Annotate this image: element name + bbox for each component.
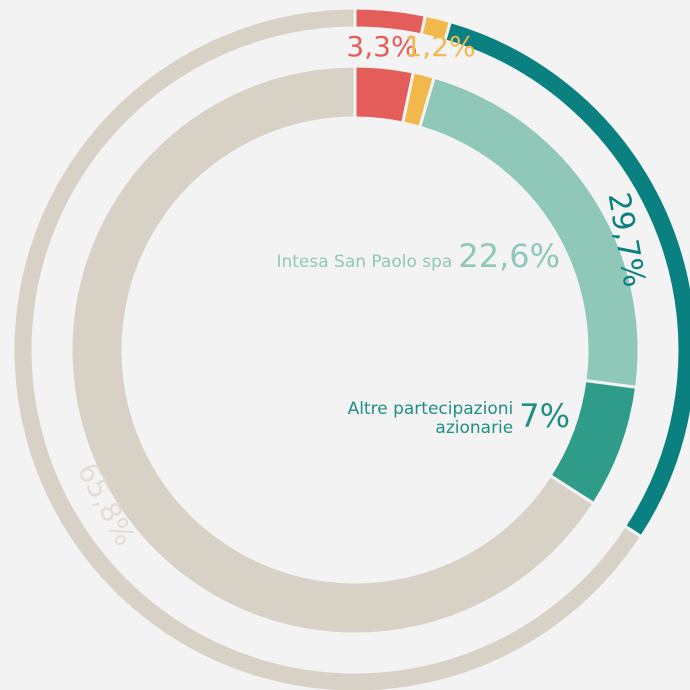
inner-value-label: 7%: [519, 397, 570, 435]
outer-segment: [11, 6, 644, 690]
inner-value-label: 22,6%: [458, 237, 560, 275]
inner-label: Altre partecipazioni azionarie 7%: [250, 397, 570, 438]
inner-name: Intesa San Paolo spa: [276, 252, 453, 272]
outer-value-label: 3,3%: [346, 30, 417, 63]
inner-label: Intesa San Paolo spa 22,6%: [120, 240, 560, 272]
outer-value-label: 1,2%: [404, 30, 475, 63]
inner-name: Altre partecipazioni azionarie: [347, 399, 514, 438]
inner-segment: [69, 64, 596, 636]
